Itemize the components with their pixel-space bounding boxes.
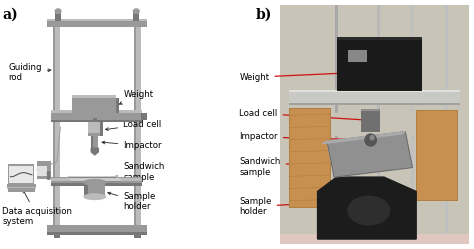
Bar [55, 11, 61, 21]
Text: Impactor: Impactor [239, 132, 372, 142]
Bar [88, 133, 101, 136]
Bar [84, 182, 105, 197]
Bar [51, 177, 142, 183]
Text: Impactor: Impactor [102, 141, 162, 150]
Bar [410, 136, 414, 244]
Bar [348, 50, 367, 62]
Text: Load cell: Load cell [106, 120, 162, 130]
Bar [47, 21, 147, 27]
Text: Sandwich
sample: Sandwich sample [239, 157, 342, 177]
Bar [134, 232, 141, 238]
Text: Weight: Weight [119, 90, 154, 104]
Bar [53, 27, 61, 225]
Ellipse shape [365, 134, 376, 146]
Bar [410, 5, 414, 113]
Bar [47, 225, 147, 232]
Bar [289, 103, 460, 105]
Text: b): b) [256, 7, 273, 21]
Bar [7, 187, 36, 189]
Bar [47, 232, 147, 235]
Bar [47, 19, 147, 21]
Bar [9, 166, 33, 183]
Bar [376, 136, 380, 244]
Bar [84, 182, 88, 197]
Bar [72, 95, 116, 98]
Bar [72, 98, 116, 113]
Polygon shape [67, 177, 121, 181]
Bar [91, 136, 99, 148]
Bar [37, 166, 47, 176]
Ellipse shape [84, 180, 105, 185]
Bar [335, 5, 338, 113]
Ellipse shape [47, 178, 50, 179]
Bar [133, 11, 139, 21]
Bar [91, 136, 93, 148]
Bar [51, 178, 142, 181]
Polygon shape [322, 132, 405, 144]
Ellipse shape [133, 9, 139, 13]
Bar [361, 109, 380, 111]
Bar [134, 27, 136, 225]
Ellipse shape [47, 176, 50, 177]
Bar [93, 118, 97, 122]
Bar [141, 113, 147, 120]
Bar [337, 37, 422, 40]
Text: Sample
holder: Sample holder [108, 192, 155, 211]
Ellipse shape [370, 135, 374, 140]
Ellipse shape [348, 196, 390, 225]
Polygon shape [318, 177, 416, 239]
Bar [335, 136, 338, 244]
Bar [53, 27, 55, 225]
Text: Weight: Weight [239, 70, 366, 82]
Bar [290, 109, 329, 207]
Bar [134, 27, 141, 225]
Text: Sample
holder: Sample holder [239, 197, 342, 216]
Bar [51, 183, 142, 186]
Bar [88, 122, 101, 136]
Bar [376, 5, 380, 113]
Text: Guiding
rod: Guiding rod [8, 62, 51, 82]
Bar [51, 113, 142, 120]
Bar [7, 184, 36, 187]
Bar [445, 5, 448, 113]
Bar [289, 90, 460, 92]
Bar [416, 110, 458, 201]
Text: a): a) [2, 7, 18, 21]
Bar [417, 111, 456, 200]
Ellipse shape [47, 172, 50, 173]
Bar [116, 98, 119, 113]
Bar [36, 161, 51, 179]
Bar [280, 235, 469, 244]
Bar [54, 232, 60, 238]
Bar [337, 38, 422, 91]
Ellipse shape [55, 9, 61, 13]
Bar [289, 91, 460, 105]
Polygon shape [91, 148, 98, 155]
Text: Sandwich
sample: Sandwich sample [103, 162, 164, 182]
Text: Load cell: Load cell [239, 109, 376, 122]
Polygon shape [327, 132, 412, 177]
Bar [289, 108, 331, 208]
Bar [100, 122, 103, 136]
Bar [280, 5, 469, 244]
Bar [445, 136, 448, 244]
Text: Data acquisition
system: Data acquisition system [2, 190, 73, 226]
Ellipse shape [84, 194, 105, 199]
Bar [361, 110, 380, 132]
Bar [8, 188, 35, 192]
Bar [51, 110, 142, 113]
Bar [8, 164, 34, 184]
Ellipse shape [47, 174, 50, 175]
Bar [51, 120, 142, 122]
